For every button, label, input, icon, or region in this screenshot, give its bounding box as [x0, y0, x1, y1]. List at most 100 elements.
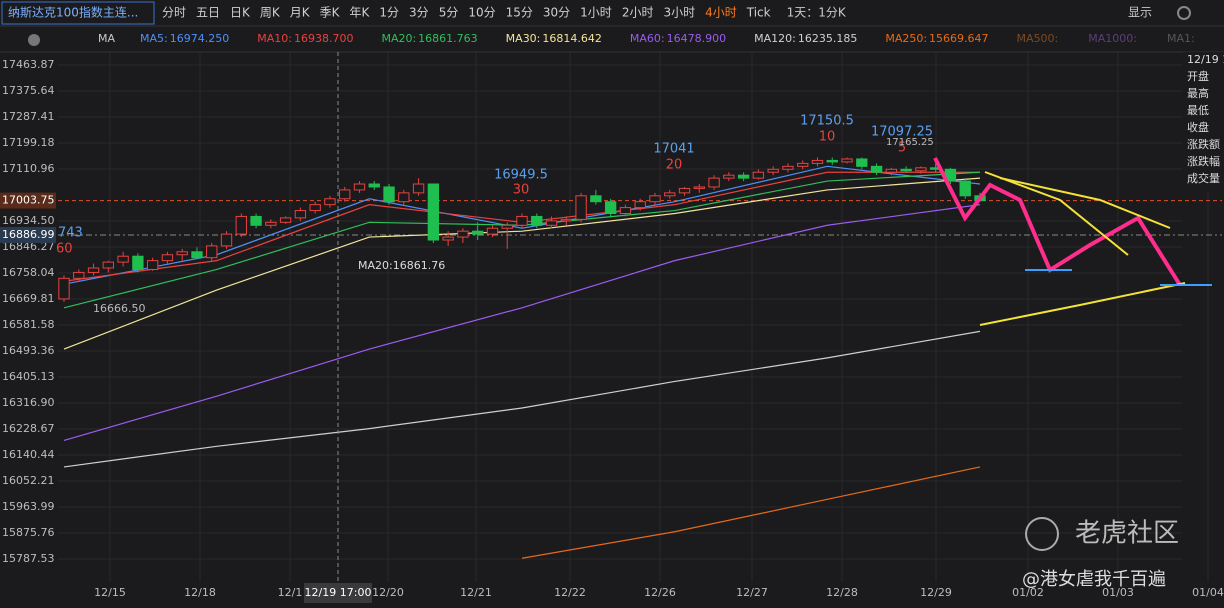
display-button[interactable]: 显示 [1128, 6, 1152, 20]
x-tick-label: 12/15 [94, 586, 126, 599]
price-box [0, 227, 56, 244]
drawing [999, 177, 1171, 229]
annotation: MA20:16861.76 [358, 259, 445, 272]
period-tab[interactable]: 2小时 [622, 6, 654, 20]
candle-body [398, 192, 410, 203]
legend-value: 16235.185 [798, 32, 858, 45]
period-tab[interactable]: 5分 [439, 6, 459, 20]
toolbar: 纳斯达克100指数主连... 分时 五日 日K 周K 月K 季K 年K 1分 3分 5分 10分 15分… [1, 1, 1191, 25]
candle-body [442, 236, 454, 241]
period-tab[interactable]: 15分 [506, 6, 533, 20]
price-box [0, 192, 56, 209]
crosshair-box [304, 583, 372, 603]
candle-body [856, 158, 868, 167]
annotation: 10 [819, 130, 836, 145]
candle-body [900, 168, 912, 172]
drawing [979, 282, 1186, 326]
range-select[interactable]: 1天：1分K [787, 6, 847, 20]
y-tick-label: 16581.58 [2, 318, 55, 331]
candle-body [220, 233, 233, 247]
x-tick-label: 12/29 [920, 586, 952, 599]
collapse-icon[interactable] [28, 34, 40, 46]
period-tab[interactable]: 分时 [162, 6, 186, 20]
period-tab[interactable]: 1小时 [580, 6, 612, 20]
period-tab[interactable]: 3分 [409, 6, 429, 20]
period-tab[interactable]: 日K [230, 6, 251, 20]
period-tab[interactable]: 周K [260, 6, 281, 20]
candle-body [737, 174, 750, 179]
symbol[interactable]: 纳斯达克100指数主连... [8, 5, 138, 20]
period-tab[interactable]: 10分 [468, 6, 495, 20]
legend-name: MA250: [885, 32, 927, 45]
y-tick-label: 16669.81 [2, 292, 55, 305]
candle-body [353, 183, 366, 191]
legend-value: 15669.647 [929, 32, 989, 45]
candle-body [752, 171, 765, 179]
price-label: 16886.99 [2, 228, 55, 241]
x-tick-label: 12/21 [460, 586, 492, 599]
drawing [933, 157, 1182, 287]
side-box [1183, 52, 1224, 192]
period-tab[interactable]: 4小时 [705, 6, 737, 20]
annotation: 17150.5 [800, 114, 854, 129]
settings-icon[interactable] [1177, 6, 1191, 20]
candle-body [368, 183, 380, 188]
symbol-box[interactable] [1, 1, 155, 25]
candle-body [678, 187, 691, 194]
candle-body [102, 261, 114, 269]
x-tick-label: 12/1 [278, 586, 303, 599]
candle-body [87, 267, 100, 273]
annotation: 5 [898, 141, 906, 156]
legend-name: MA500: [1017, 32, 1059, 45]
candle-body [309, 204, 321, 212]
candle-body [191, 251, 203, 259]
period-tab[interactable]: 季K [320, 6, 341, 20]
candle-body [383, 186, 395, 203]
y-tick-label: 16934.50 [2, 214, 55, 227]
candle-body [279, 217, 292, 223]
candle-body [457, 230, 469, 238]
y-tick-label: 15787.53 [2, 552, 55, 565]
candle-body [797, 162, 809, 167]
ma-line [63, 177, 981, 350]
period-tab[interactable]: Tick [746, 6, 771, 20]
candle-body [472, 230, 484, 235]
candle-body [250, 215, 262, 226]
period-tab[interactable]: 年K [350, 6, 371, 20]
candle-body [826, 159, 838, 163]
x-tick-label: 01/03 [1102, 586, 1134, 599]
annotation: 17041 [653, 142, 694, 157]
candle-body [176, 251, 188, 256]
candle-body [117, 255, 129, 263]
side-row: 成交量 [1187, 171, 1220, 185]
x-tick-label: 12/26 [644, 586, 676, 599]
candle-body [545, 220, 558, 226]
annotation: 30 [513, 183, 530, 198]
y-tick-label: 17110.96 [2, 162, 55, 175]
ma-line [521, 466, 981, 559]
candle-body [885, 168, 898, 173]
annotations: 17150.5 10 17041 20 16949.5 30 17097.25 … [56, 114, 934, 316]
x-tick-label: 12/20 [372, 586, 404, 599]
candle-body [915, 167, 927, 172]
drawing [984, 171, 1129, 256]
y-tick-label: 16140.44 [2, 448, 55, 461]
x-tick-label: 12/28 [826, 586, 858, 599]
y-tick-label: 16052.21 [2, 474, 55, 487]
x-tick-label: 12/22 [554, 586, 586, 599]
period-tab[interactable]: 3小时 [663, 6, 695, 20]
side-row: 最低 [1187, 104, 1209, 117]
period-tab[interactable]: 月K [290, 6, 311, 20]
period-tab[interactable]: 1分 [379, 6, 399, 20]
period-tab[interactable]: 五日 [196, 6, 220, 20]
candle-body [841, 158, 853, 163]
candle-body [146, 260, 159, 270]
period-tab[interactable]: 30分 [543, 6, 570, 20]
candle-body [161, 254, 174, 262]
legend-name: MA10: [257, 32, 292, 45]
ma-line [63, 204, 981, 441]
candle-body [560, 218, 572, 222]
candle-body [959, 180, 971, 197]
legend-value: 16938.700 [294, 32, 354, 45]
